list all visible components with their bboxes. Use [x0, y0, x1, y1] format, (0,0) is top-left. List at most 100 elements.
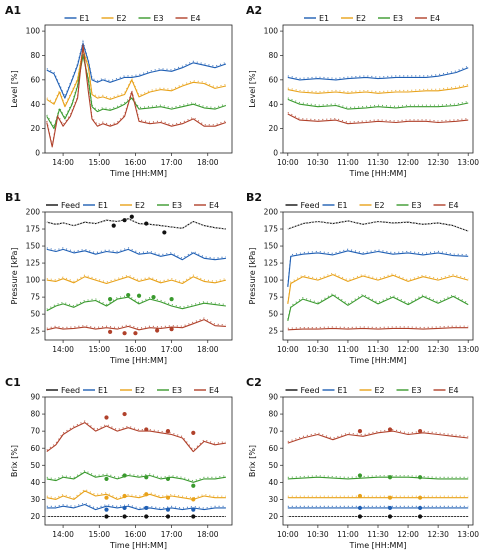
series-dots-feed [46, 218, 226, 230]
x-tick-label: 12:30 [427, 530, 449, 539]
series-line-e2 [287, 85, 469, 94]
legend-item-e4: E4 [415, 14, 440, 23]
y-tick-label: 200 [26, 208, 41, 217]
legend-label: E1 [319, 14, 329, 23]
legend-item-e2: E2 [359, 201, 385, 210]
y-axis-label: Level [%] [10, 70, 19, 108]
panel-label: C2 [246, 376, 262, 389]
data-point-e2 [387, 495, 393, 500]
data-point-e4 [165, 429, 171, 434]
y-axis-label: Pressure [kPa] [248, 248, 257, 305]
series-line-e2 [287, 274, 469, 304]
y-tick-label: 200 [264, 208, 279, 217]
data-point-e3 [169, 297, 174, 302]
data-point-e2 [165, 495, 171, 500]
series-line-e4 [287, 327, 469, 331]
y-tick-label: 80 [30, 51, 40, 60]
legend-item-e1: E1 [83, 201, 108, 210]
x-tick-label: 18:00 [197, 158, 219, 167]
series-dots-e1 [46, 502, 226, 509]
legend-label: E1 [80, 14, 90, 23]
data-point-e1 [191, 507, 196, 512]
y-tick-label: 175 [26, 225, 41, 234]
y-tick-label: 50 [30, 461, 40, 470]
series-line-e4 [287, 113, 469, 125]
legend-label: E3 [172, 201, 182, 210]
data-point-feed [387, 514, 393, 519]
legend-label: E4 [449, 201, 459, 210]
data-point-e4 [108, 329, 113, 334]
y-tick-label: 40 [268, 478, 278, 487]
y-tick-label: 80 [30, 410, 40, 419]
y-tick-label: 60 [30, 444, 40, 453]
x-tick-label: 12:30 [427, 158, 449, 167]
series-dots-e1 [46, 247, 226, 259]
x-axis-label: Time [HH:MM] [109, 169, 167, 178]
x-axis-label: Time [HH:MM] [349, 356, 407, 365]
panel-label: B2 [246, 191, 262, 204]
legend-item-e3: E3 [157, 386, 182, 395]
data-point-e3 [108, 297, 113, 302]
series-line-e1 [46, 42, 227, 99]
y-tick-label: 60 [30, 75, 40, 84]
x-axis-label: Time [HH:MM] [109, 541, 167, 550]
data-point-e4 [387, 427, 393, 432]
y-tick-label: 70 [30, 427, 40, 436]
x-tick-label: 12:00 [397, 158, 419, 167]
y-tick-label: 100 [26, 27, 41, 36]
data-point-e4 [144, 427, 149, 432]
data-point-e1 [387, 505, 393, 511]
series-line-e1 [46, 248, 226, 261]
legend-label: E1 [98, 201, 108, 210]
series-dots-e1 [287, 65, 469, 80]
legend-label: E2 [135, 386, 145, 395]
chart-b1: B1 25 50 75 100 125 150 175 200 14:00 15:00 16:00 17… [5, 191, 233, 365]
x-axis-label: Time [HH:MM] [349, 541, 407, 550]
legend-label: E2 [375, 201, 385, 210]
data-point-e3 [165, 476, 171, 482]
y-tick-label: 0 [273, 149, 278, 158]
data-point-e3 [151, 295, 156, 300]
x-tick-label: 15:00 [88, 345, 110, 354]
x-tick-label: 10:00 [277, 530, 299, 539]
series-dots-e3 [287, 292, 469, 320]
x-tick-label: 11:00 [337, 345, 359, 354]
x-tick-label: 12:00 [397, 345, 419, 354]
y-tick-label: 75 [268, 293, 278, 302]
x-tick-label: 18:00 [197, 345, 219, 354]
legend-label: E4 [430, 14, 440, 23]
series-line-e3 [287, 98, 469, 110]
legend-item-e1: E1 [64, 14, 90, 23]
x-tick-label: 10:30 [307, 158, 329, 167]
data-point-e3 [417, 475, 423, 480]
y-tick-label: 60 [268, 75, 278, 84]
legend-label: E4 [449, 386, 459, 395]
data-point-feed [144, 221, 149, 226]
data-point-e4 [417, 429, 423, 434]
x-axis-label: Time [HH:MM] [349, 169, 407, 178]
series-dots-e4 [46, 44, 227, 146]
series-line-e3 [46, 54, 227, 130]
y-tick-label: 60 [268, 444, 278, 453]
data-point-e4 [104, 415, 109, 420]
legend-item-feed: Feed [285, 386, 320, 395]
data-point-feed [165, 514, 171, 519]
chart-c2: C2 20 30 40 50 60 70 80 90 10:00 10:30 11:00 11:30 12… [246, 376, 479, 550]
x-tick-label: 16:00 [125, 158, 147, 167]
data-point-e3 [136, 293, 142, 298]
series-dots-e2 [46, 488, 226, 499]
legend-label: E4 [191, 14, 201, 23]
legend-label: E4 [209, 201, 219, 210]
legend-label: Feed [301, 201, 320, 210]
y-tick-label: 100 [26, 276, 41, 285]
x-tick-label: 13:00 [457, 345, 479, 354]
legend-item-feed: Feed [46, 201, 80, 210]
series-line-e4 [46, 422, 226, 453]
series-dots-e3 [46, 469, 226, 482]
panel-label: A2 [246, 4, 262, 17]
chart-c1: C1 20 30 40 50 60 70 80 90 14:00 15:00 16:00 17:00 18… [5, 376, 233, 550]
y-tick-label: 20 [268, 512, 278, 521]
legend-item-e2: E2 [341, 14, 366, 23]
x-tick-label: 15:00 [88, 158, 110, 167]
